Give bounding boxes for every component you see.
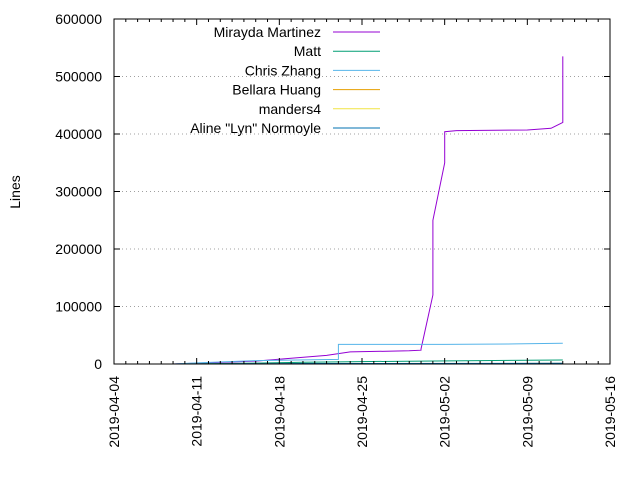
legend: Mirayda Martinez Matt Chris Zhang Bellara H… [190,24,380,136]
x-tick-label: 2019-04-11 [189,376,205,447]
plot-area [172,56,564,365]
series-line [172,342,563,365]
y-tick-label: 100000 [55,299,102,315]
legend-label: Mirayda Martinez [214,24,321,40]
legend-label: Aline "Lyn" Normoyle [190,120,321,136]
y-tick-label: 600000 [55,11,102,27]
legend-item: Matt [294,43,380,59]
x-tick-label: 2019-04-25 [354,376,370,448]
legend-item: Mirayda Martinez [214,24,380,40]
x-tick-label: 2019-05-09 [519,376,535,448]
legend-item: Aline "Lyn" Normoyle [190,120,380,136]
legend-item: Chris Zhang [245,62,380,78]
legend-label: Chris Zhang [245,62,321,78]
grid-lines [114,76,610,307]
y-tick-label: 200000 [55,241,102,257]
axis-ticks: 0 100000 200000 300000 400000 500000 600000 201… [55,11,618,448]
legend-label: Bellara Huang [232,82,321,98]
y-tick-label: 0 [94,356,102,372]
x-tick-label: 2019-04-18 [271,376,287,448]
x-tick-label: 2019-05-02 [437,376,453,448]
legend-item: manders4 [259,101,380,117]
series-line [172,56,564,365]
x-tick-label: 2019-05-16 [602,376,618,448]
y-tick-label: 500000 [55,69,102,85]
y-tick-label: 300000 [55,184,102,200]
y-tick-label: 400000 [55,126,102,142]
legend-label: Matt [294,43,321,59]
y-axis-label: Lines [7,175,23,208]
x-tick-label: 2019-04-04 [106,376,122,448]
legend-item: Bellara Huang [232,82,380,98]
legend-label: manders4 [259,101,321,117]
